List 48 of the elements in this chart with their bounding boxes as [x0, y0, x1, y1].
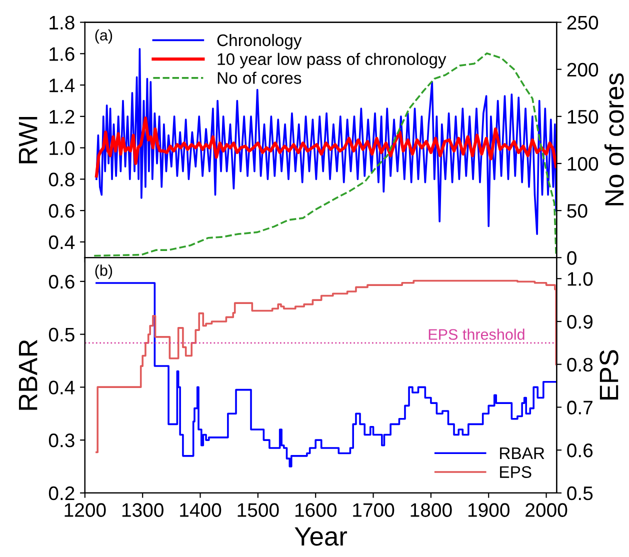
- x-tick-label: 1400: [180, 503, 222, 517]
- y-tick-label: 0.2: [48, 486, 74, 500]
- x-tick-label: 2000: [526, 503, 568, 517]
- y-tick-label: 0.3: [48, 434, 74, 448]
- y-tick-label: 1.0: [50, 141, 74, 156]
- y-tick-label: 0.6: [48, 274, 74, 289]
- y-tick-label: 0.5: [48, 328, 74, 342]
- y2-axis-title: No of cores: [604, 73, 624, 206]
- y-tick-label: 0.6: [48, 204, 74, 218]
- x-axis-title: Year: [294, 527, 348, 546]
- y-tick-label: 1.6: [50, 47, 74, 61]
- y2-tick-label: 0.7: [567, 400, 592, 414]
- y-tick-label: 1.4: [50, 78, 75, 92]
- legend-label: RBAR: [500, 447, 544, 459]
- y2-tick-label: 0: [567, 251, 576, 265]
- y2-tick-label: 150: [568, 110, 598, 124]
- y2-tick-label: 0.6: [567, 444, 593, 458]
- y2-tick-label: 50: [567, 204, 588, 218]
- y-axis-title: RBAR: [18, 340, 38, 410]
- y-tick-label: 0.4: [48, 235, 75, 250]
- y2-tick-label: 200: [567, 62, 598, 77]
- legend-label: EPS: [500, 466, 532, 478]
- legend-label: No of cores: [218, 72, 302, 84]
- y2-axis-title: EPS: [600, 350, 618, 400]
- y-tick-label: 0.8: [48, 172, 74, 186]
- x-tick-label: 1800: [410, 503, 452, 517]
- annotation: (a): [95, 29, 112, 44]
- y2-tick-label: 1.0: [568, 272, 593, 286]
- y-tick-label: 1.8: [50, 16, 74, 30]
- x-tick-label: 1200: [64, 503, 106, 517]
- y-axis-title: RWI: [18, 116, 38, 164]
- line-series: [94, 116, 557, 178]
- legend-label: Chronology: [217, 34, 302, 50]
- legend-label: 10 year low pass of chronology: [218, 52, 446, 68]
- x-tick-label: 1900: [468, 503, 510, 517]
- y2-tick-label: 0.9: [567, 314, 592, 329]
- x-tick-label: 1300: [122, 503, 164, 517]
- ref-line-label: EPS threshold: [428, 328, 524, 340]
- x-tick-label: 1500: [238, 503, 279, 517]
- annotation: (b): [95, 264, 112, 279]
- y-tick-label: 1.2: [50, 110, 74, 124]
- y2-tick-label: 250: [567, 16, 598, 30]
- y2-tick-label: 0.5: [567, 486, 593, 500]
- x-tick-label: 1600: [295, 503, 336, 517]
- y2-tick-label: 100: [568, 156, 598, 171]
- y2-tick-label: 0.8: [567, 358, 593, 372]
- x-tick-label: 1700: [353, 503, 394, 517]
- y-tick-label: 0.4: [48, 380, 75, 394]
